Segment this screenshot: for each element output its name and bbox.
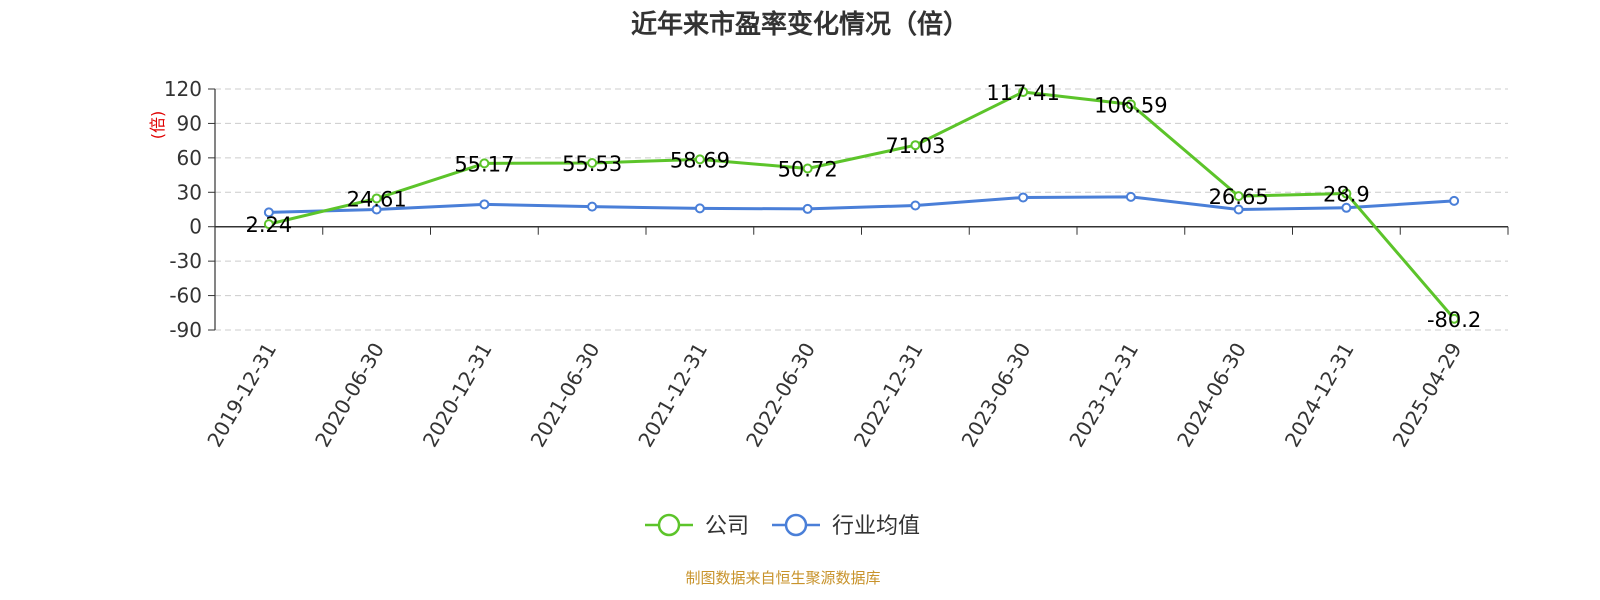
- data-point: [802, 203, 813, 214]
- y-axis-unit: (倍): [148, 111, 167, 140]
- legend[interactable]: 公司 行业均值: [645, 513, 920, 539]
- data-point: [1125, 99, 1136, 110]
- x-tick-label: 2020-06-30: [310, 339, 389, 452]
- data-point: [910, 200, 921, 211]
- x-tick-label: 2025-04-29: [1388, 339, 1467, 452]
- data-point: [802, 163, 813, 174]
- data-point: [1233, 204, 1244, 215]
- legend-label: 行业均值: [832, 514, 920, 539]
- y-tick-label: 0: [189, 215, 202, 239]
- data-point: [1341, 202, 1352, 213]
- x-tick-label: 2022-06-30: [741, 339, 820, 452]
- x-tick-label: 2023-12-31: [1064, 339, 1143, 452]
- data-label: 28.9: [1323, 183, 1370, 207]
- data-label: 2.24: [245, 213, 292, 237]
- legend-label: 公司: [705, 514, 749, 539]
- y-tick-label: -90: [169, 318, 202, 342]
- x-tick-label: 2024-06-30: [1172, 339, 1251, 452]
- chart-title: 近年来市盈率变化情况（倍）: [631, 9, 969, 40]
- legend-marker: [657, 513, 681, 537]
- data-label: -80.2: [1427, 308, 1481, 332]
- y-tick-label: -60: [169, 284, 202, 308]
- data-point: [263, 207, 274, 218]
- legend-item-0[interactable]: 公司: [645, 513, 749, 539]
- series-layer: [263, 86, 1460, 324]
- grid-lines: [215, 88, 1508, 331]
- data-label: 26.65: [1209, 185, 1269, 209]
- data-point: [587, 201, 598, 212]
- data-point: [1341, 188, 1352, 199]
- y-axis-ticks: 120 90 60 30 0 -30 -60 -90: [164, 77, 202, 342]
- data-point: [1449, 313, 1460, 324]
- x-tick-label: 2021-12-31: [633, 339, 712, 452]
- data-label: 117.41: [986, 81, 1059, 105]
- y-tick-label: 90: [177, 111, 202, 135]
- y-tick-label: 30: [177, 180, 202, 204]
- data-label: 24.61: [347, 187, 407, 211]
- legend-marker: [784, 513, 808, 537]
- data-point: [263, 219, 274, 230]
- data-label: 55.17: [454, 152, 514, 176]
- data-point: [371, 193, 382, 204]
- legend-item-1[interactable]: 行业均值: [772, 513, 920, 539]
- series-line-0: [268, 90, 1456, 320]
- data-point: [1018, 192, 1029, 203]
- data-point: [1018, 86, 1029, 97]
- data-label: 55.53: [562, 152, 622, 176]
- data-point: [479, 199, 490, 210]
- data-source-note: 制图数据来自恒生聚源数据库: [685, 569, 880, 587]
- data-point: [1449, 195, 1460, 206]
- data-point: [479, 158, 490, 169]
- data-point: [587, 157, 598, 168]
- data-label: 50.72: [778, 158, 838, 182]
- y-tick-label: 120: [164, 77, 202, 101]
- x-tick-label: 2022-12-31: [849, 339, 928, 452]
- y-tick-label: 60: [177, 146, 202, 170]
- data-point: [1125, 191, 1136, 202]
- x-tick-label: 2019-12-31: [202, 339, 281, 452]
- data-point: [1233, 191, 1244, 202]
- x-tick-label: 2021-06-30: [526, 339, 605, 452]
- data-point: [694, 203, 705, 214]
- data-labels: 2.24 24.61 55.17 55.53 58.69 50.72 71.03 117.41…: [245, 81, 1481, 332]
- y-tick-label: -30: [169, 249, 202, 273]
- series-line-1: [268, 195, 1455, 214]
- x-tick-label: 2024-12-31: [1280, 339, 1359, 452]
- data-label: 106.59: [1094, 93, 1167, 117]
- data-label: 71.03: [885, 134, 945, 158]
- data-point: [371, 204, 382, 215]
- x-tick-label: 2023-06-30: [957, 339, 1036, 452]
- data-label: 58.69: [670, 148, 730, 172]
- data-point: [910, 140, 921, 151]
- x-axis-ticks: 2019-12-31 2020-06-30 2020-12-31 2021-06-30…: [202, 339, 1466, 452]
- data-point: [694, 154, 705, 165]
- x-tick-label: 2020-12-31: [418, 339, 497, 452]
- axes: [208, 88, 1509, 331]
